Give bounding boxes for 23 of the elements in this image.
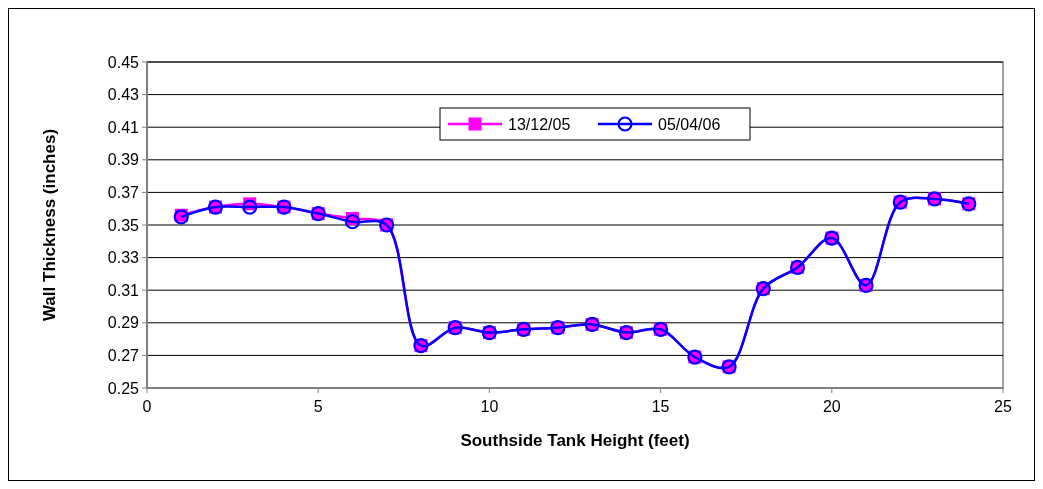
y-tick-label: 0.25 [107, 379, 140, 397]
y-tick-label: 0.37 [107, 184, 140, 201]
x-tick-label: 5 [313, 398, 323, 415]
legend-label: 13/12/05 [508, 115, 571, 133]
y-tick-label: 0.41 [107, 118, 140, 136]
point [242, 199, 258, 215]
x-tick-label: 15 [651, 398, 670, 415]
y-tick-label: 0.39 [107, 151, 140, 169]
y-tick-label: 0.43 [107, 86, 140, 104]
y-tick-label: 0.31 [107, 281, 140, 299]
x-tick-label: 25 [994, 398, 1012, 415]
x-tick-label: 0 [142, 398, 152, 415]
x-tick-label: 20 [822, 398, 841, 415]
y-tick-label: 0.27 [107, 347, 140, 364]
y-tick-label: 0.35 [107, 216, 140, 234]
x-tick-label: 10 [480, 398, 499, 415]
y-tick-label: 0.45 [107, 53, 140, 71]
y-axis-title: Wall Thickness (inches) [40, 128, 59, 322]
y-tick-label: 0.29 [107, 314, 140, 332]
point [344, 214, 361, 230]
legend-label: 05/04/06 [658, 115, 721, 133]
x-axis-title: Southside Tank Height (feet) [460, 431, 690, 450]
y-tick-label: 0.33 [107, 249, 140, 267]
